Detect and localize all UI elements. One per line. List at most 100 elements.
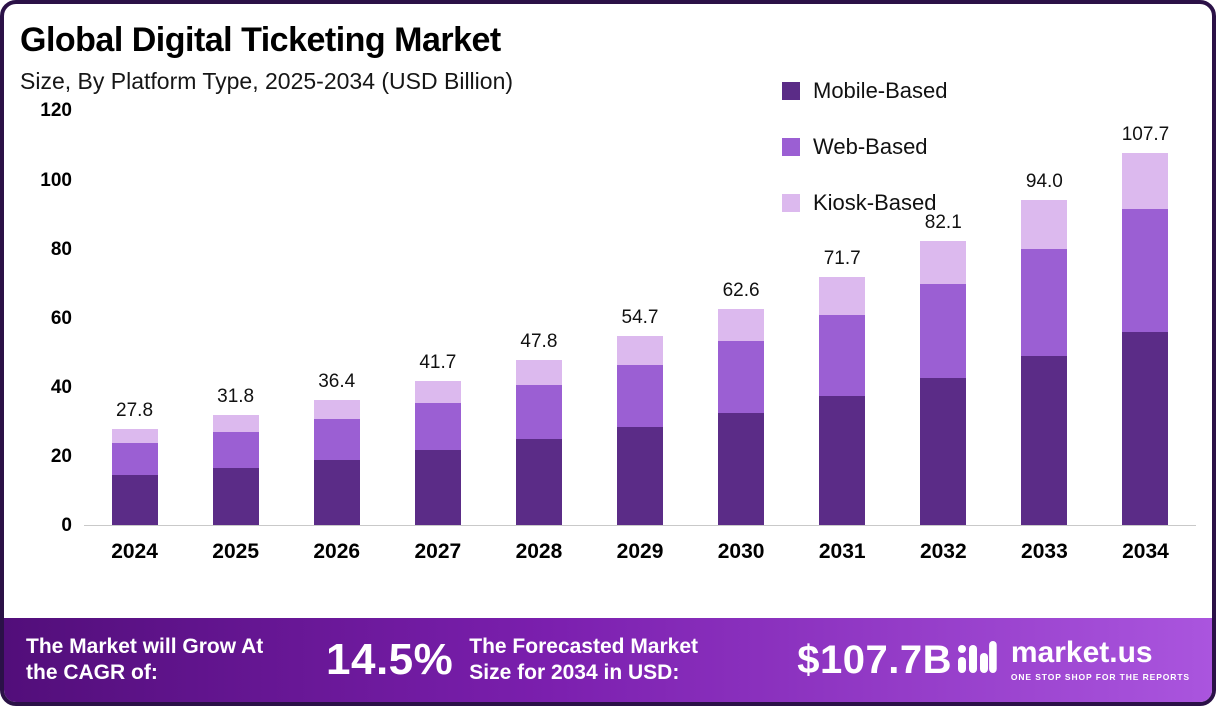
bar-segment-mobile-based xyxy=(617,427,664,526)
bar-stack xyxy=(718,308,765,526)
bar-segment-mobile-based xyxy=(212,468,259,526)
bar-group-2032: 82.1 xyxy=(893,212,994,526)
brand-name: market.us xyxy=(1010,636,1153,669)
legend-swatch-web-based xyxy=(782,138,800,156)
bar-segment-kiosk-based xyxy=(313,399,360,419)
market-us-logo-icon xyxy=(953,635,999,686)
bar-segment-mobile-based xyxy=(414,450,461,526)
bar-segment-mobile-based xyxy=(819,396,866,526)
bar-segment-web-based xyxy=(414,402,461,451)
y-tick-label: 80 xyxy=(50,238,72,260)
bar-group-2025: 31.8 xyxy=(185,386,286,526)
bar-segment-kiosk-based xyxy=(1021,200,1068,250)
bar-total-label: 107.7 xyxy=(1121,123,1170,145)
bar-segment-mobile-based xyxy=(1122,331,1169,526)
legend-label: Kiosk-Based xyxy=(813,190,937,215)
bar-stack xyxy=(515,360,562,526)
chart-subtitle: Size, By Platform Type, 2025-2034 (USD B… xyxy=(20,68,514,95)
legend-swatch-mobile-based xyxy=(782,82,800,100)
brand-text: market.us One Stop Shop for the Reports xyxy=(1010,636,1190,683)
bar-segment-web-based xyxy=(515,384,562,440)
x-axis-label: 2027 xyxy=(414,540,462,564)
x-axis: 2024 2025 2026 2027 2028 2029 2030 2031 2032 2033… xyxy=(84,540,1196,564)
bar-group-2024: 27.8 xyxy=(84,400,185,526)
y-tick-label: 100 xyxy=(40,169,72,191)
bar-segment-kiosk-based xyxy=(212,415,259,433)
legend-label: Web-Based xyxy=(813,134,928,159)
bar-segment-web-based xyxy=(1021,249,1068,357)
bar-segment-web-based xyxy=(1122,208,1169,332)
bar-stack xyxy=(414,381,461,526)
bar-segment-web-based xyxy=(313,418,360,461)
legend-item-mobile-based: Mobile-Based xyxy=(782,78,948,104)
bar-group-2034: 107.7 xyxy=(1095,123,1196,526)
y-tick-label: 120 xyxy=(40,100,72,122)
x-axis-label: 2030 xyxy=(717,540,765,564)
stacked-bar-chart: 0 20 40 60 80 100 120 27.8 31.8 36.4 41.7 47.8 54.7… xyxy=(20,100,1196,564)
forecast-value: $107.7B xyxy=(797,637,952,682)
bar-segment-web-based xyxy=(819,314,866,397)
bar-segment-kiosk-based xyxy=(819,277,866,315)
legend-label: Mobile-Based xyxy=(813,78,948,103)
bar-total-label: 27.8 xyxy=(116,400,154,422)
x-axis-label: 2034 xyxy=(1122,540,1169,564)
x-axis-label: 2026 xyxy=(313,540,361,564)
chart-panel: Global Digital Ticketing Market Size, By… xyxy=(4,4,1212,618)
x-axis-label: 2033 xyxy=(1021,540,1068,564)
x-axis-label: 2024 xyxy=(111,540,158,564)
cagr-value: 14.5% xyxy=(326,635,454,684)
bar-total-label: 62.6 xyxy=(722,279,760,301)
bar-segment-mobile-based xyxy=(718,412,765,526)
bar-stack xyxy=(1122,152,1169,526)
y-tick-label: 0 xyxy=(61,515,72,537)
x-axis-label: 2025 xyxy=(212,540,259,564)
cagr-label: The Market will Grow At the CAGR of: xyxy=(26,634,264,684)
bar-total-label: 41.7 xyxy=(419,352,457,374)
bar-segment-kiosk-based xyxy=(718,308,765,342)
bar-segment-web-based xyxy=(111,443,158,476)
y-tick-label: 60 xyxy=(50,307,72,329)
bar-group-2026: 36.4 xyxy=(286,371,387,526)
bar-total-label: 82.1 xyxy=(924,212,962,234)
bar-segment-kiosk-based xyxy=(111,429,158,444)
plot-column: 27.8 31.8 36.4 41.7 47.8 54.7 62.6 71.7 82.1 94.0… xyxy=(84,111,1196,564)
legend-item-kiosk-based: Kiosk-Based xyxy=(782,190,948,216)
bar-group-2028: 47.8 xyxy=(488,331,589,526)
bar-stack xyxy=(1021,200,1068,526)
forecast-label: The Forecasted Market Size for 2034 in U… xyxy=(469,634,699,684)
bar-stack xyxy=(111,429,158,526)
bar-total-label: 71.7 xyxy=(823,248,861,270)
y-tick-label: 20 xyxy=(50,446,72,468)
legend-item-web-based: Web-Based xyxy=(782,134,948,160)
bar-segment-kiosk-based xyxy=(617,336,664,365)
bar-total-label: 54.7 xyxy=(621,307,659,329)
bar-total-label: 47.8 xyxy=(520,331,558,353)
brand-logo: market.us One Stop Shop for the Reports xyxy=(953,635,1190,686)
bar-segment-kiosk-based xyxy=(920,241,967,285)
y-tick-label: 40 xyxy=(50,377,72,399)
bar-segment-kiosk-based xyxy=(515,360,562,385)
bar-segment-kiosk-based xyxy=(1122,152,1169,209)
bar-stack xyxy=(617,336,664,526)
plot-area: 27.8 31.8 36.4 41.7 47.8 54.7 62.6 71.7 82.1 94.0… xyxy=(84,111,1196,527)
bar-total-label: 36.4 xyxy=(318,370,356,392)
legend-swatch-kiosk-based xyxy=(782,194,800,212)
x-axis-label: 2028 xyxy=(515,540,563,564)
brand-tagline: One Stop Shop for the Reports xyxy=(1010,672,1190,682)
bar-segment-mobile-based xyxy=(920,377,967,526)
bar-group-2033: 94.0 xyxy=(994,171,1095,526)
x-axis-label: 2031 xyxy=(818,540,866,564)
bar-segment-mobile-based xyxy=(1021,356,1068,526)
bar-total-label: 31.8 xyxy=(217,386,255,408)
bar-stack xyxy=(819,277,866,526)
bar-group-2027: 41.7 xyxy=(387,352,488,526)
bar-segment-mobile-based xyxy=(313,460,360,526)
bar-segment-kiosk-based xyxy=(414,381,461,403)
bar-segment-web-based xyxy=(920,284,967,378)
bar-segment-mobile-based xyxy=(111,475,158,526)
footer-banner: The Market will Grow At the CAGR of: 14.… xyxy=(4,618,1212,702)
bar-group-2029: 54.7 xyxy=(589,307,690,526)
chart-title: Global Digital Ticketing Market xyxy=(20,21,501,59)
bar-total-label: 94.0 xyxy=(1025,171,1063,193)
